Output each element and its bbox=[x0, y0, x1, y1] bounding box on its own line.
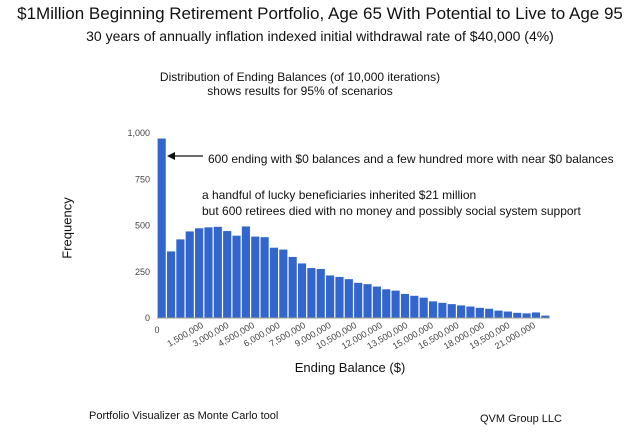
histogram-bar bbox=[195, 228, 204, 318]
annotation-zero-balances: 600 ending with $0 balances and a few hu… bbox=[208, 152, 614, 166]
histogram-bar bbox=[354, 282, 363, 318]
x-tick-label: 0 bbox=[154, 325, 159, 335]
y-tick-label: 500 bbox=[135, 221, 150, 231]
histogram-bar bbox=[513, 312, 522, 318]
histogram-bar bbox=[279, 249, 288, 318]
histogram-bar bbox=[419, 297, 428, 318]
histogram-bar bbox=[522, 313, 531, 319]
histogram-bar bbox=[503, 311, 512, 318]
histogram-bar bbox=[438, 302, 447, 318]
histogram-bar bbox=[428, 301, 438, 318]
histogram-bar bbox=[466, 306, 475, 318]
annotation-lucky-line2: but 600 retirees died with no money and … bbox=[202, 204, 581, 218]
y-axis-label: Frequency bbox=[59, 197, 75, 259]
y-tick-label: 0 bbox=[145, 313, 150, 323]
y-tick-label: 750 bbox=[135, 174, 150, 184]
histogram-bar bbox=[157, 138, 166, 318]
histogram-bar bbox=[447, 304, 456, 319]
x-axis-ticks: 0 1,500,0003,000,0004,500,0006,000,0007,5… bbox=[154, 320, 537, 351]
histogram-bar bbox=[241, 226, 250, 318]
histogram-bar bbox=[213, 226, 222, 318]
y-tick-label: 250 bbox=[135, 267, 150, 277]
footer-source: Portfolio Visualizer as Monte Carlo tool bbox=[89, 410, 279, 422]
histogram-bar bbox=[307, 268, 316, 318]
histogram-bar bbox=[457, 305, 466, 318]
distribution-title-line1: Distribution of Ending Balances (of 10,0… bbox=[159, 70, 441, 84]
histogram-bar bbox=[372, 286, 381, 318]
histogram-bar bbox=[185, 231, 194, 318]
histogram-bar bbox=[410, 295, 419, 318]
histogram-bar bbox=[232, 235, 241, 318]
histogram-bar bbox=[382, 289, 391, 318]
histogram-bar bbox=[475, 307, 484, 318]
histogram-bar bbox=[400, 293, 410, 318]
histogram-bar bbox=[204, 227, 213, 318]
annotation-arrow bbox=[167, 152, 203, 160]
annotation-lucky-beneficiaries: a handful of lucky beneficiaries inherit… bbox=[202, 187, 581, 219]
histogram-bar bbox=[288, 256, 297, 318]
histogram-bar bbox=[541, 315, 550, 318]
annotation-lucky-line1: a handful of lucky beneficiaries inherit… bbox=[202, 188, 477, 202]
histogram-bar bbox=[335, 276, 344, 318]
histogram-bar bbox=[391, 290, 400, 318]
histogram-bars bbox=[157, 138, 550, 319]
histogram-bar bbox=[260, 237, 269, 318]
histogram-bar bbox=[531, 312, 541, 318]
chart-subtitle: 30 years of annually inflation indexed i… bbox=[86, 28, 554, 44]
y-tick-label: 1,000 bbox=[127, 128, 150, 138]
histogram-bar bbox=[223, 231, 232, 318]
histogram-bar bbox=[176, 239, 185, 319]
histogram-bar bbox=[363, 284, 372, 318]
histogram-bar bbox=[485, 308, 494, 318]
histogram-bar bbox=[297, 263, 307, 318]
histogram-bar bbox=[344, 279, 353, 318]
x-axis-label: Ending Balance ($) bbox=[294, 360, 406, 375]
histogram-bar bbox=[494, 310, 503, 318]
histogram-bar bbox=[269, 247, 279, 318]
histogram-bar bbox=[316, 268, 325, 318]
histogram-bar bbox=[166, 251, 176, 318]
histogram-bar bbox=[326, 275, 335, 318]
footer-brand: QVM Group LLC bbox=[480, 413, 562, 425]
histogram-bar bbox=[251, 236, 260, 318]
distribution-title-line2: shows results for 95% of scenarios bbox=[207, 84, 393, 98]
chart-title: $1Million Beginning Retirement Portfolio… bbox=[17, 4, 623, 23]
y-axis-ticks: 0 250 500 750 1,000 bbox=[127, 128, 150, 323]
